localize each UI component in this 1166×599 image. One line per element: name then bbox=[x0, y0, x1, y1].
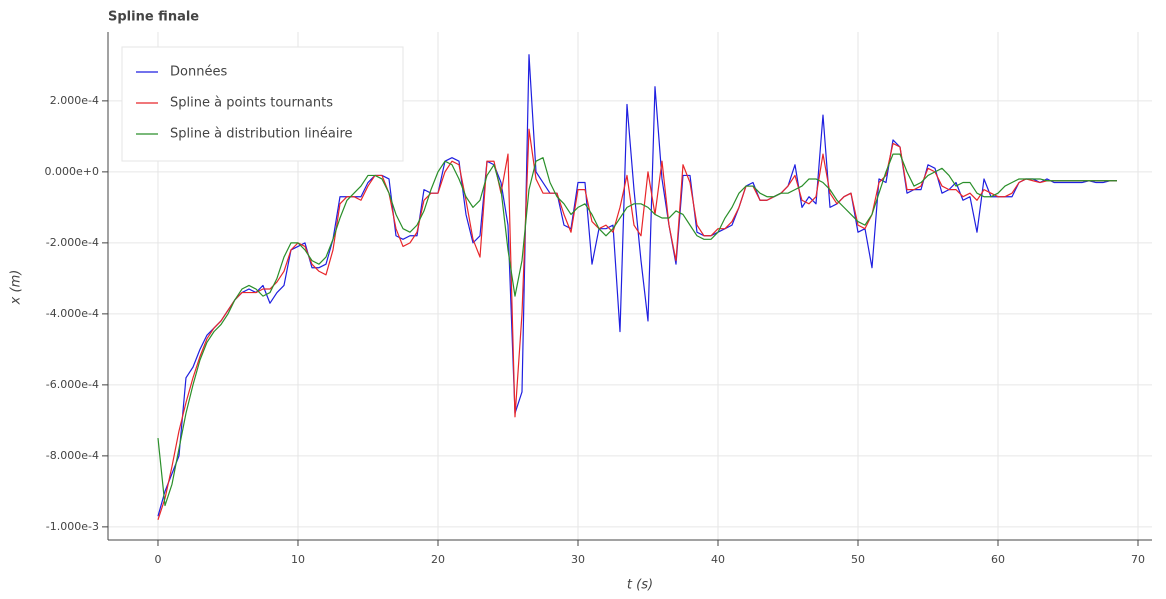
x-tick-label: 0 bbox=[154, 553, 161, 566]
y-tick-label: -6.000e-4 bbox=[46, 378, 99, 391]
y-tick-label: 2.000e-4 bbox=[50, 94, 99, 107]
data-line bbox=[157, 128, 1117, 520]
chart-title: Spline finale bbox=[108, 10, 199, 25]
x-axis-label: t (s) bbox=[627, 578, 653, 593]
x-tick-label: 70 bbox=[1131, 553, 1145, 566]
x-tick-label: 20 bbox=[431, 553, 445, 566]
y-tick-label: -2.000e-4 bbox=[46, 236, 99, 249]
legend-label: Spline à distribution linéaire bbox=[170, 127, 353, 142]
x-tick-label: 30 bbox=[571, 553, 585, 566]
x-tick-label: 40 bbox=[711, 553, 725, 566]
x-tick-label: 10 bbox=[291, 553, 305, 566]
x-tick-label: 60 bbox=[991, 553, 1005, 566]
legend-label: Spline à points tournants bbox=[170, 96, 333, 111]
y-axis-label: x (m) bbox=[9, 270, 24, 306]
legend: Données Spline à points tournants Spline à… bbox=[121, 46, 404, 162]
data-line bbox=[157, 153, 1117, 507]
legend-box bbox=[121, 46, 404, 162]
x-tick-label: 50 bbox=[851, 553, 865, 566]
y-tick-label: -1.000e-3 bbox=[46, 520, 99, 533]
legend-label: Données bbox=[170, 65, 227, 80]
y-tick-label: -4.000e-4 bbox=[46, 307, 99, 320]
y-tick-label: 0.000e+0 bbox=[45, 165, 99, 178]
y-tick-label: -8.000e-4 bbox=[46, 449, 99, 462]
